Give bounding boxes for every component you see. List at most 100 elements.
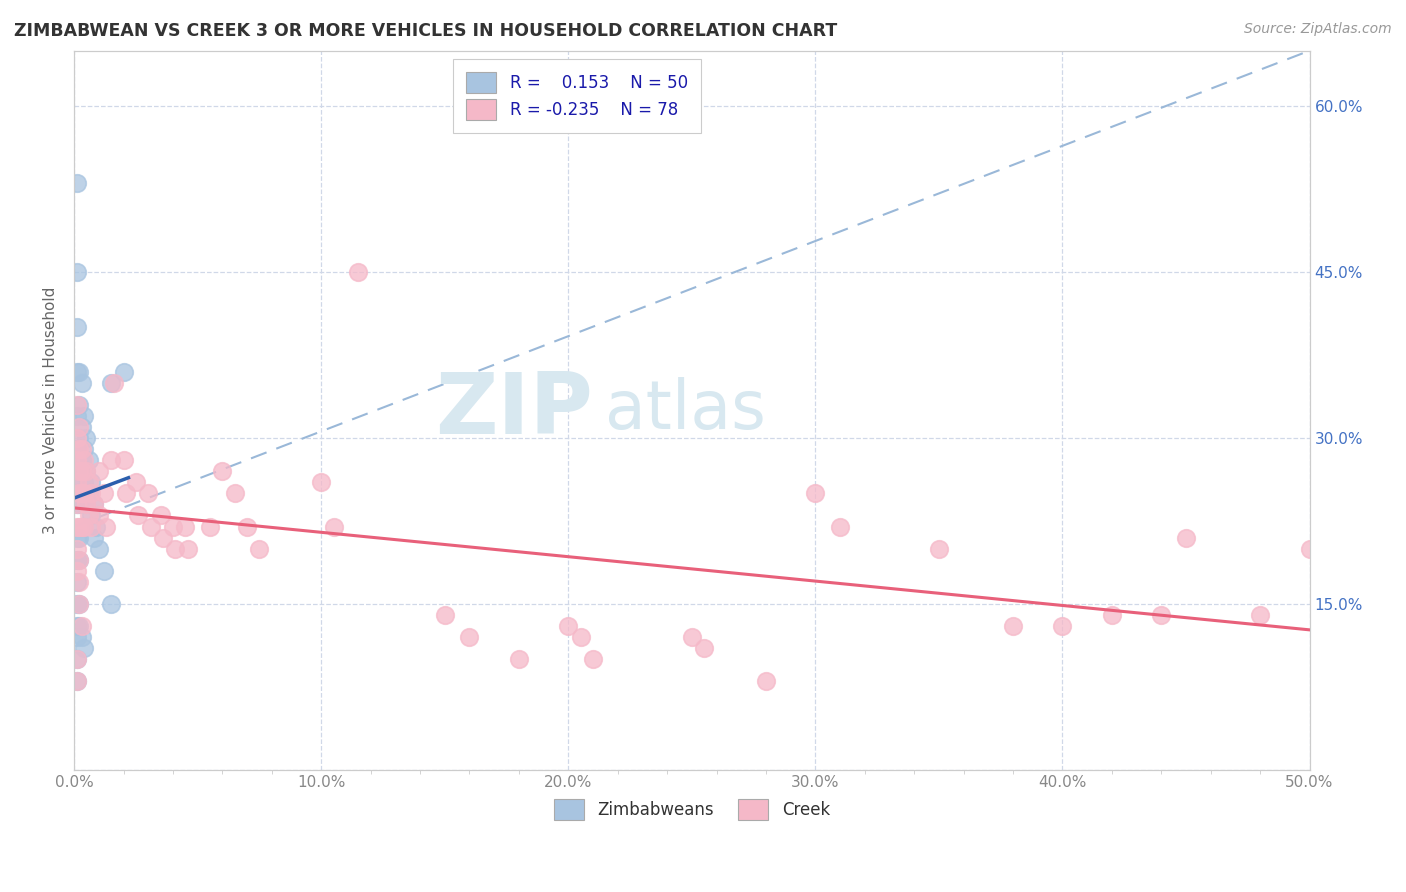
Point — [928, 541, 950, 556]
Point — [65, 409, 87, 423]
Point — [693, 641, 716, 656]
Point — [136, 486, 159, 500]
Point — [165, 541, 187, 556]
Point — [73, 442, 96, 456]
Point — [67, 486, 90, 500]
Point — [103, 376, 125, 390]
Point — [65, 564, 87, 578]
Point — [1101, 608, 1123, 623]
Point — [67, 519, 90, 533]
Text: ZIP: ZIP — [436, 368, 593, 452]
Point — [65, 497, 87, 511]
Point — [75, 431, 97, 445]
Point — [93, 486, 115, 500]
Point — [65, 497, 87, 511]
Point — [70, 442, 93, 456]
Point — [93, 564, 115, 578]
Point — [77, 486, 100, 500]
Point — [65, 553, 87, 567]
Point — [65, 674, 87, 689]
Point — [67, 464, 90, 478]
Point — [115, 486, 138, 500]
Point — [65, 519, 87, 533]
Point — [112, 453, 135, 467]
Point — [96, 519, 118, 533]
Point — [75, 464, 97, 478]
Point — [65, 630, 87, 644]
Point — [80, 486, 103, 500]
Point — [87, 508, 110, 523]
Point — [1150, 608, 1173, 623]
Point — [65, 619, 87, 633]
Point — [65, 431, 87, 445]
Point — [149, 508, 172, 523]
Point — [75, 497, 97, 511]
Point — [309, 475, 332, 490]
Point — [65, 597, 87, 611]
Point — [77, 453, 100, 467]
Point — [70, 630, 93, 644]
Point — [73, 519, 96, 533]
Point — [236, 519, 259, 533]
Point — [80, 475, 103, 490]
Point — [347, 265, 370, 279]
Point — [73, 475, 96, 490]
Point — [162, 519, 184, 533]
Point — [65, 541, 87, 556]
Point — [70, 376, 93, 390]
Point — [67, 553, 90, 567]
Text: ZIMBABWEAN VS CREEK 3 OR MORE VEHICLES IN HOUSEHOLD CORRELATION CHART: ZIMBABWEAN VS CREEK 3 OR MORE VEHICLES I… — [14, 22, 838, 40]
Point — [127, 508, 149, 523]
Point — [804, 486, 827, 500]
Point — [322, 519, 344, 533]
Point — [83, 497, 105, 511]
Point — [224, 486, 246, 500]
Point — [65, 475, 87, 490]
Point — [211, 464, 233, 478]
Point — [65, 453, 87, 467]
Text: atlas: atlas — [606, 377, 766, 443]
Point — [582, 652, 605, 666]
Text: Source: ZipAtlas.com: Source: ZipAtlas.com — [1244, 22, 1392, 37]
Point — [70, 420, 93, 434]
Point — [67, 597, 90, 611]
Point — [557, 619, 579, 633]
Point — [65, 652, 87, 666]
Point — [67, 420, 90, 434]
Point — [65, 574, 87, 589]
Point — [1052, 619, 1074, 633]
Point — [70, 486, 93, 500]
Point — [67, 619, 90, 633]
Point — [67, 597, 90, 611]
Point — [681, 630, 703, 644]
Point — [1298, 541, 1320, 556]
Point — [198, 519, 221, 533]
Point — [77, 508, 100, 523]
Point — [100, 453, 122, 467]
Point — [70, 464, 93, 478]
Point — [65, 442, 87, 456]
Point — [65, 177, 87, 191]
Point — [83, 497, 105, 511]
Point — [80, 508, 103, 523]
Point — [87, 541, 110, 556]
Point — [508, 652, 530, 666]
Point — [1249, 608, 1271, 623]
Point — [139, 519, 162, 533]
Point — [77, 475, 100, 490]
Point — [65, 475, 87, 490]
Point — [80, 519, 103, 533]
Point — [112, 365, 135, 379]
Point — [67, 531, 90, 545]
Point — [65, 531, 87, 545]
Point — [75, 497, 97, 511]
Point — [65, 365, 87, 379]
Point — [65, 674, 87, 689]
Point — [65, 652, 87, 666]
Point — [177, 541, 200, 556]
Point — [828, 519, 851, 533]
Point — [247, 541, 270, 556]
Point — [458, 630, 481, 644]
Point — [67, 497, 90, 511]
Point — [755, 674, 778, 689]
